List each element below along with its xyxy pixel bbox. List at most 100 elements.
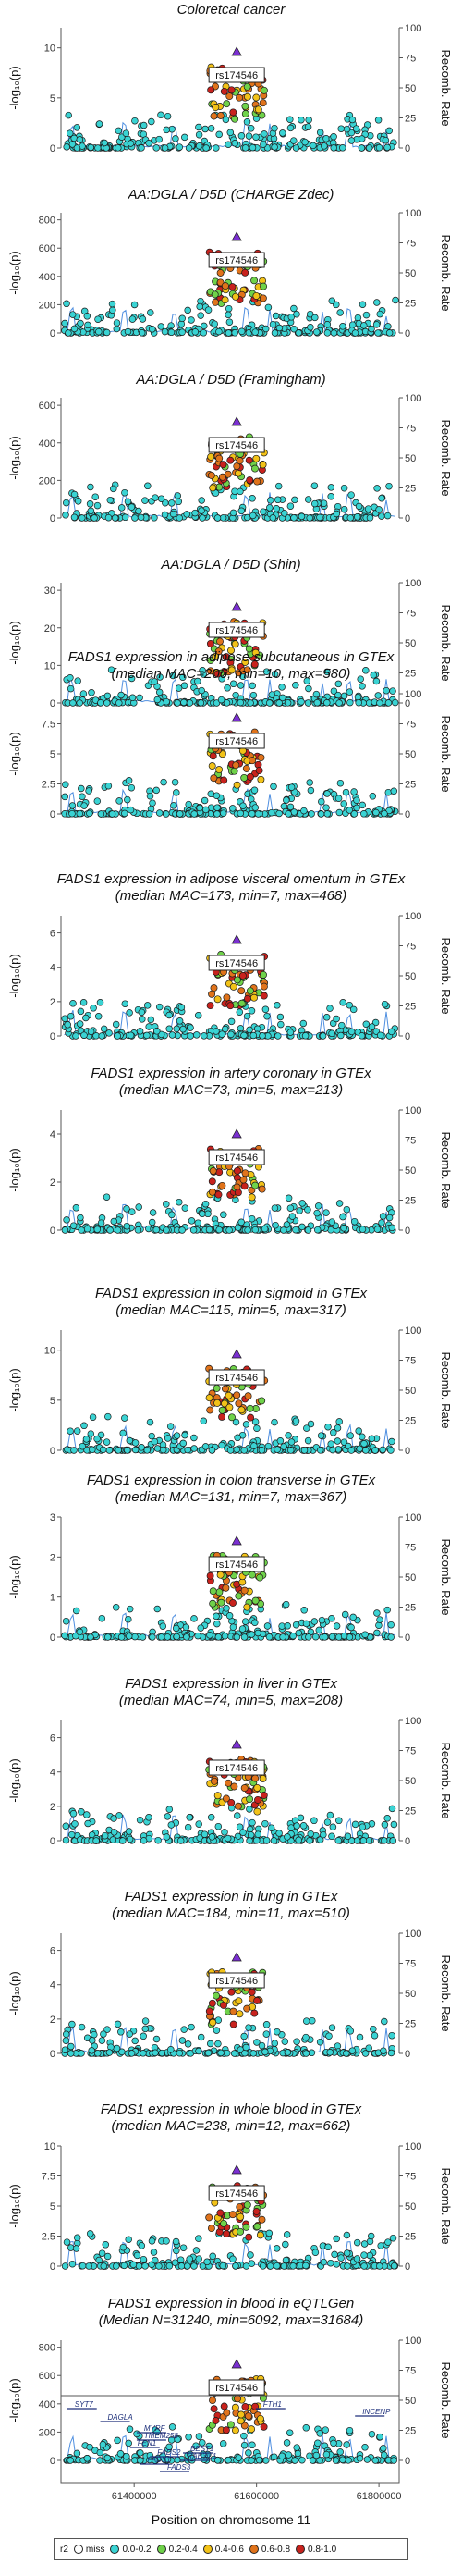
snp-point bbox=[291, 2457, 298, 2464]
snp-point bbox=[69, 1222, 78, 1229]
snp-point bbox=[328, 2024, 336, 2031]
snp-point bbox=[76, 1628, 84, 1636]
snp-point bbox=[68, 809, 76, 818]
snp-point bbox=[121, 1000, 129, 1007]
snp-point bbox=[269, 514, 277, 522]
snp-point bbox=[384, 2238, 392, 2246]
snp-point bbox=[113, 319, 121, 327]
snp-point bbox=[151, 514, 158, 522]
snp-point bbox=[295, 1836, 302, 1844]
snp-point bbox=[254, 1795, 261, 1804]
snp-point bbox=[312, 2451, 321, 2459]
snp-point bbox=[339, 323, 346, 330]
snp-point bbox=[173, 2247, 180, 2255]
y-tick-label: 10 bbox=[44, 1346, 55, 1357]
snp-point bbox=[222, 653, 230, 661]
snp-point bbox=[302, 2033, 310, 2041]
snp-point bbox=[87, 507, 95, 515]
recomb-axis-label: Recomb. Rate bbox=[439, 1131, 453, 1208]
snp-point bbox=[348, 2047, 357, 2054]
snp-point bbox=[155, 135, 163, 143]
snp-point bbox=[344, 1832, 352, 1841]
snp-point bbox=[105, 1447, 114, 1454]
snp-point bbox=[341, 1610, 349, 1619]
snp-point bbox=[205, 1226, 213, 1234]
panel-title-line1: FADS1 expression in blood in eQTLGen bbox=[107, 2296, 355, 2311]
y-tick-label: 0 bbox=[50, 1633, 55, 1644]
snp-point bbox=[367, 2232, 375, 2240]
lead-snp-label-box bbox=[208, 1556, 265, 1572]
snp-point bbox=[101, 1831, 109, 1840]
snp-point bbox=[227, 666, 236, 674]
lead-snp-label-box bbox=[208, 1149, 265, 1165]
snp-point bbox=[184, 1446, 191, 1454]
snp-point bbox=[102, 2241, 110, 2249]
snp-point bbox=[348, 116, 357, 124]
snp-point bbox=[98, 2249, 106, 2257]
snp-point bbox=[62, 499, 70, 507]
snp-point bbox=[247, 1413, 255, 1422]
snp-point bbox=[200, 1417, 208, 1425]
snp-point bbox=[385, 329, 394, 337]
recomb-tick-label: 75 bbox=[405, 1543, 416, 1554]
snp-point bbox=[244, 92, 251, 101]
snp-point bbox=[172, 2237, 180, 2246]
snp-point bbox=[333, 2235, 340, 2243]
snp-point bbox=[313, 698, 322, 707]
snp-point bbox=[303, 677, 311, 684]
snp-point bbox=[170, 802, 177, 809]
recomb-tick-label: 75 bbox=[405, 54, 416, 65]
snp-point bbox=[131, 1633, 139, 1641]
y-tick-label: 6 bbox=[50, 1946, 55, 1957]
recomb-tick-label: 0 bbox=[405, 2262, 410, 2273]
snp-point bbox=[72, 1032, 79, 1040]
snp-point bbox=[208, 1177, 216, 1186]
snp-point bbox=[331, 2250, 338, 2259]
snp-point bbox=[220, 809, 227, 817]
snp-point bbox=[206, 1632, 213, 1639]
snp-point bbox=[231, 115, 239, 123]
snp-point bbox=[213, 995, 222, 1004]
snp-point bbox=[265, 1633, 274, 1641]
snp-point bbox=[305, 684, 312, 693]
snp-point bbox=[72, 1607, 80, 1615]
snp-point bbox=[237, 2212, 245, 2221]
snp-point bbox=[109, 306, 116, 314]
snp-point bbox=[272, 1221, 279, 1229]
snp-point bbox=[167, 2046, 175, 2053]
legend-item: 0.4-0.6 bbox=[202, 2545, 244, 2555]
panel-title: FADS1 expression in whole blood in GTEx(… bbox=[0, 2101, 462, 2135]
snp-point bbox=[374, 117, 383, 124]
snp-point bbox=[109, 1836, 117, 1843]
snp-point bbox=[167, 328, 176, 337]
snp-point bbox=[179, 673, 187, 681]
snp-point bbox=[89, 1446, 96, 1454]
snp-point bbox=[121, 1414, 128, 1422]
snp-point bbox=[249, 2441, 256, 2449]
snp-point bbox=[133, 2251, 141, 2260]
snp-point bbox=[343, 2249, 351, 2257]
snp-point bbox=[327, 484, 335, 491]
y-tick-label: 1 bbox=[50, 1593, 55, 1604]
snp-point bbox=[274, 482, 283, 490]
snp-point bbox=[220, 1211, 227, 1219]
snp-point bbox=[88, 689, 95, 696]
snp-point bbox=[339, 1213, 346, 1221]
y-tick-label: 4 bbox=[50, 1129, 55, 1140]
snp-point bbox=[310, 482, 319, 489]
snp-point bbox=[237, 698, 245, 707]
snp-point bbox=[201, 796, 209, 805]
snp-point bbox=[304, 1436, 312, 1445]
snp-point bbox=[232, 2262, 239, 2270]
snp-point bbox=[149, 799, 156, 807]
snp-point bbox=[121, 513, 129, 522]
snp-point bbox=[240, 1031, 248, 1040]
snp-point bbox=[243, 82, 251, 91]
snp-point bbox=[201, 1830, 209, 1838]
recomb-axis-label: Recomb. Rate bbox=[439, 937, 453, 1014]
snp-point bbox=[99, 2441, 107, 2448]
snp-point bbox=[360, 322, 368, 329]
snp-point bbox=[310, 1817, 318, 1825]
snp-point bbox=[117, 691, 125, 699]
snp-point bbox=[95, 2256, 103, 2264]
